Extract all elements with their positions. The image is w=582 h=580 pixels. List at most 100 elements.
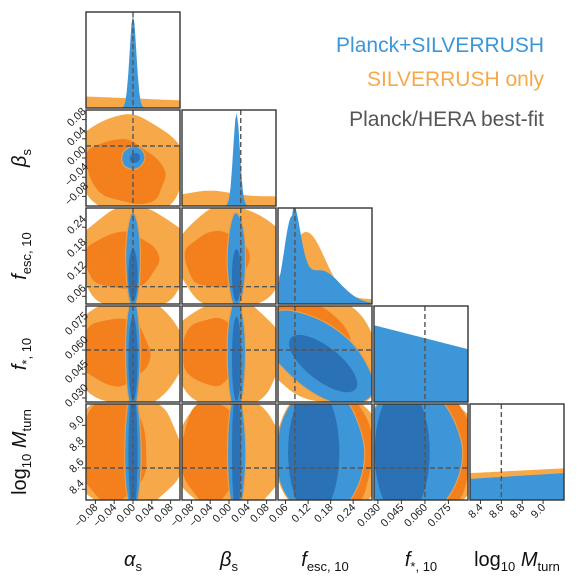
axis-label-tail: M bbox=[515, 549, 538, 571]
axis-label-sub: *, 10 bbox=[19, 338, 34, 365]
axis-label-sub: *, 10 bbox=[410, 559, 437, 574]
contour-line bbox=[278, 309, 372, 402]
marginal-f_esc10 bbox=[278, 208, 372, 304]
x-tick-label: 0.060 bbox=[402, 502, 430, 530]
axis-label-main: α bbox=[124, 549, 136, 571]
axis-label-main: f bbox=[9, 272, 31, 280]
y-tick-label: 8.8 bbox=[67, 435, 86, 454]
panel-frame bbox=[277, 305, 373, 403]
panel-frames bbox=[85, 11, 565, 501]
contour-line bbox=[125, 306, 141, 402]
panel-f_esc10-vs-beta_s bbox=[182, 208, 276, 304]
axis-label-sub: s bbox=[135, 559, 142, 574]
marginal-planck-silverrush bbox=[374, 325, 468, 402]
axis-label-main: f bbox=[405, 549, 413, 571]
panel-f_star10-vs-beta_s bbox=[182, 306, 276, 402]
y-tick-label: 8.6 bbox=[67, 456, 86, 475]
y-tick-label: 0.24 bbox=[65, 213, 89, 237]
x-tick-label: 0.00 bbox=[210, 502, 234, 526]
y-tick-label: 0.18 bbox=[65, 236, 89, 260]
panel-f_star10-vs-f_esc10 bbox=[278, 306, 372, 402]
contour-line bbox=[226, 306, 247, 402]
x-tick-label: 8.6 bbox=[487, 502, 506, 521]
marginal-planck-silverrush bbox=[278, 208, 372, 304]
contour-line bbox=[121, 145, 146, 170]
corner-panels bbox=[86, 14, 564, 500]
contour-silverrush-68 bbox=[182, 404, 240, 500]
marginal-planck-silverrush bbox=[470, 473, 564, 500]
x-tick-label: 0.04 bbox=[229, 502, 253, 526]
contour-line bbox=[226, 404, 247, 500]
contour-planck-silverrush-68 bbox=[288, 334, 358, 393]
axis-label-main: β bbox=[9, 156, 31, 168]
axis-label-tail: M bbox=[9, 431, 31, 454]
contour-silverrush-68 bbox=[86, 139, 166, 205]
axis-label-sub: 10 bbox=[19, 454, 34, 468]
x-tick-label: 0.030 bbox=[355, 502, 383, 530]
panel-frame bbox=[373, 403, 469, 501]
contour-line bbox=[125, 212, 142, 304]
contour-planck-silverrush-68 bbox=[374, 404, 430, 500]
axis-label-f_esc10: fesc, 10 bbox=[9, 232, 34, 279]
x-tick-label: 0.045 bbox=[379, 502, 407, 530]
axis-label-sub: esc, 10 bbox=[19, 232, 34, 274]
contour-planck-silverrush-68 bbox=[231, 404, 242, 500]
panel-f_star10-vs-alpha_s bbox=[86, 306, 180, 402]
axis-label-main: log bbox=[9, 468, 31, 495]
contour-line bbox=[226, 212, 247, 304]
panel-frame bbox=[85, 207, 181, 305]
x-tick-label: 8.4 bbox=[466, 502, 485, 521]
axis-label-tail-sub: turn bbox=[19, 409, 34, 431]
axis-label-log10_Mturn: log10 Mturn bbox=[9, 409, 34, 495]
axis-label-beta_s: βs bbox=[9, 149, 34, 168]
y-tick-label: 0.12 bbox=[65, 259, 89, 283]
axis-label-f_star10: f*, 10 bbox=[405, 549, 437, 574]
y-tick-label: 0.06 bbox=[65, 282, 89, 306]
axis-label-main: f bbox=[301, 549, 309, 571]
axis-label-sub: 10 bbox=[501, 559, 515, 574]
y-tick-label: 9.0 bbox=[67, 414, 86, 433]
axis-label-alpha_s: αs bbox=[124, 549, 142, 574]
axis-label-f_esc10: fesc, 10 bbox=[301, 549, 348, 574]
contour-planck-silverrush-68 bbox=[288, 404, 340, 500]
panel-log10_Mturn-vs-beta_s bbox=[182, 404, 276, 500]
legend: Planck+SILVERRUSH SILVERRUSH only Planck/H… bbox=[336, 34, 544, 131]
panel-beta_s-vs-alpha_s bbox=[86, 114, 180, 206]
contour-line bbox=[124, 404, 142, 500]
axis-label-sub: esc, 10 bbox=[307, 559, 349, 574]
panel-frame bbox=[181, 207, 277, 305]
panel-frame bbox=[181, 109, 277, 207]
legend-entry-2: Planck/HERA best-fit bbox=[349, 108, 544, 131]
x-tick-label: 0.06 bbox=[267, 502, 291, 526]
legend-entry-1: SILVERRUSH only bbox=[367, 68, 545, 91]
axis-label-log10_Mturn: log10 Mturn bbox=[474, 549, 560, 574]
marginal-beta_s bbox=[182, 113, 276, 206]
x-tick-label: 0.12 bbox=[290, 502, 314, 526]
contour-planck-silverrush-68 bbox=[231, 316, 242, 401]
marginal-f_star10 bbox=[374, 325, 468, 402]
panel-frame bbox=[277, 403, 373, 501]
panel-frame bbox=[469, 403, 565, 501]
panel-frame bbox=[373, 305, 469, 403]
legend-entry-0: Planck+SILVERRUSH bbox=[336, 34, 544, 57]
panel-frame bbox=[85, 305, 181, 403]
panel-f_esc10-vs-alpha_s bbox=[86, 208, 180, 304]
contour-silverrush-68 bbox=[86, 231, 160, 289]
axis-label-beta_s: βs bbox=[219, 549, 238, 574]
contour-planck-silverrush-68 bbox=[129, 152, 141, 164]
best-fit-lines bbox=[86, 12, 503, 500]
x-tick-label: 8.8 bbox=[508, 502, 527, 521]
x-tick-label: 9.0 bbox=[529, 502, 548, 521]
y-tick-label: 0.08 bbox=[65, 106, 89, 130]
marginal-silverrush bbox=[182, 190, 276, 206]
panel-log10_Mturn-vs-f_star10 bbox=[374, 404, 468, 500]
y-tick-label: 0.04 bbox=[65, 125, 89, 149]
contour-planck-silverrush-68 bbox=[231, 249, 242, 302]
axis-label-f_star10: f*, 10 bbox=[9, 338, 34, 370]
x-tick-label: 0.075 bbox=[426, 502, 454, 530]
panel-frame bbox=[85, 11, 181, 109]
axis-label-sub: s bbox=[231, 559, 238, 574]
panel-frame bbox=[277, 207, 373, 305]
